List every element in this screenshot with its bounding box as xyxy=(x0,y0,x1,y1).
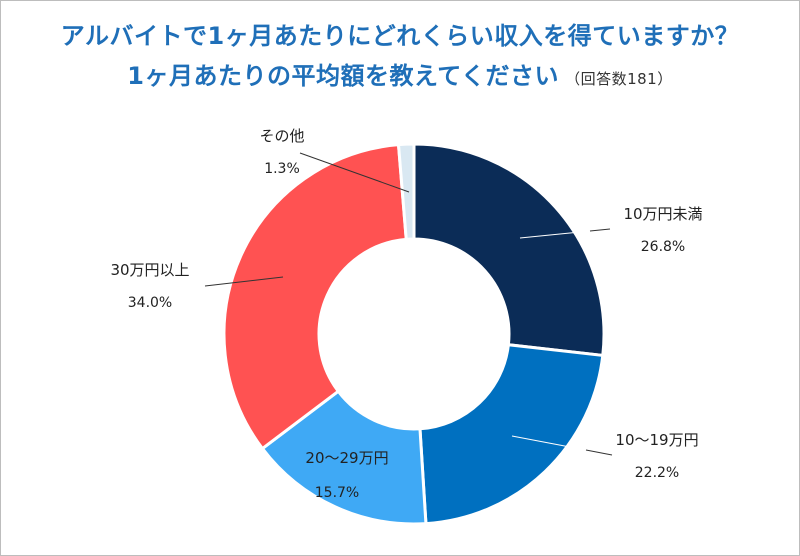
slice-value-label: 1.3% xyxy=(264,161,300,177)
donut-slice xyxy=(418,343,605,526)
slice-value-label: 26.8% xyxy=(641,239,685,255)
slice-value-label: 15.7% xyxy=(315,485,359,501)
donut-slice xyxy=(396,142,416,241)
donut-slice xyxy=(412,142,606,358)
leader-line xyxy=(585,449,613,456)
leader-line xyxy=(204,276,284,287)
chart-title-line2: 1ヶ月あたりの平均額を教えてください （回答数181） xyxy=(0,56,800,91)
slice-label: その他 xyxy=(259,127,304,145)
slice-label: 30万円以上 xyxy=(110,261,189,279)
donut-slice xyxy=(222,143,408,451)
slice-label: 10〜19万円 xyxy=(615,431,698,449)
chart-title-text: 1ヶ月あたりの平均額を教えてください xyxy=(127,62,560,90)
respondent-count: （回答数181） xyxy=(565,70,673,88)
slice-label: 10万円未満 xyxy=(623,205,702,223)
slice-label: 20〜29万円 xyxy=(305,449,388,467)
donut-slice xyxy=(260,389,428,526)
chart-title-line1: アルバイトで1ヶ月あたりにどれくらい収入を得ていますか？ xyxy=(60,22,740,50)
slice-value-label: 34.0% xyxy=(128,295,172,311)
leader-line xyxy=(299,152,410,193)
leader-line xyxy=(589,228,611,232)
slice-value-label: 22.2% xyxy=(635,465,679,481)
